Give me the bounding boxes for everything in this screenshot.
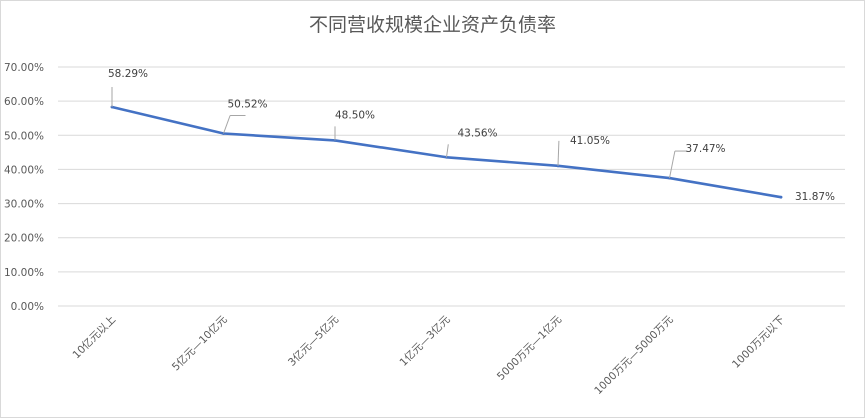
series bbox=[110, 105, 783, 199]
y-tick-label: 70.00% bbox=[4, 62, 44, 74]
label-leader-line bbox=[557, 140, 560, 166]
data-label: 48.50% bbox=[335, 109, 375, 121]
label-leader-line bbox=[223, 115, 231, 134]
x-tick-label: 1000万元以下 bbox=[730, 314, 787, 371]
y-tick-label: 20.00% bbox=[4, 233, 44, 245]
x-axis: 10亿元以上 5亿元—10亿元 3亿元—5亿元 1亿元—3亿元 5000万元—1亿元 10… bbox=[70, 313, 787, 397]
y-tick-label: 10.00% bbox=[4, 267, 44, 279]
chart-title: 不同营收规模企业资产负债率 bbox=[308, 14, 556, 36]
data-label: 37.47% bbox=[686, 143, 726, 155]
x-tick-label: 1亿元—3亿元 bbox=[397, 313, 453, 369]
x-tick-label: 3亿元—5亿元 bbox=[285, 313, 341, 369]
y-axis: 0.00% 10.00% 20.00% 30.00% 40.00% 50.00% 60.00… bbox=[4, 62, 44, 313]
x-tick-label: 5000万元—1亿元 bbox=[494, 313, 564, 383]
data-label: 58.29% bbox=[108, 68, 148, 80]
y-tick-label: 0.00% bbox=[11, 301, 44, 313]
y-tick-label: 50.00% bbox=[4, 130, 44, 142]
y-tick-label: 60.00% bbox=[4, 96, 44, 108]
y-tick-label: 40.00% bbox=[4, 164, 44, 176]
data-point bbox=[779, 195, 783, 199]
gridlines bbox=[58, 66, 845, 307]
label-leader-line bbox=[669, 150, 676, 179]
x-tick-label: 1000万元—5000万元 bbox=[592, 313, 676, 397]
series-line bbox=[110, 105, 783, 199]
x-tick-label: 5亿元—10亿元 bbox=[169, 313, 230, 374]
x-tick-label: 10亿元以上 bbox=[70, 313, 118, 361]
y-tick-label: 30.00% bbox=[4, 199, 44, 211]
data-labels: 58.29% 50.52% 48.50% 43.56% 41.05% 37.47% 31.8… bbox=[108, 68, 835, 203]
data-label: 31.87% bbox=[795, 191, 835, 203]
data-point bbox=[333, 139, 337, 142]
label-leader-line bbox=[446, 144, 449, 158]
data-label: 41.05% bbox=[570, 135, 610, 147]
data-label: 43.56% bbox=[458, 127, 498, 139]
data-label: 50.52% bbox=[228, 99, 268, 111]
